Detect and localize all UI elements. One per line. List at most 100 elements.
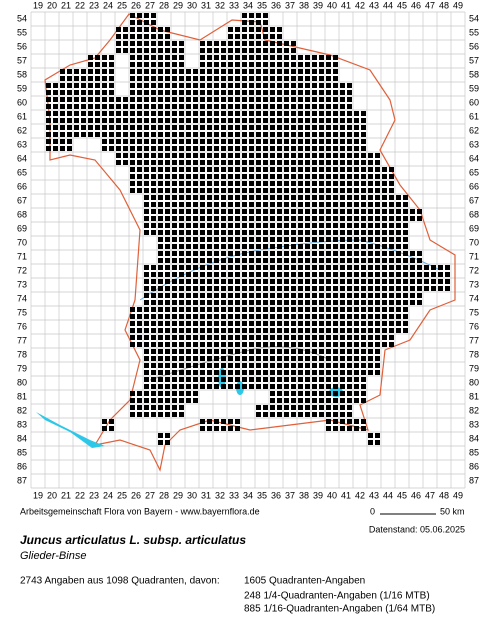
occurrence-square [109, 118, 114, 123]
occurrence-square [319, 258, 324, 263]
occurrence-square [319, 349, 324, 354]
occurrence-square [221, 97, 226, 102]
occurrence-square [249, 55, 254, 60]
occurrence-square [326, 328, 331, 333]
occurrence-square [354, 307, 359, 312]
occurrence-square [263, 405, 268, 410]
occurrence-square [375, 293, 380, 298]
occurrence-square [347, 181, 352, 186]
occurrence-square [235, 377, 240, 382]
occurrence-square [326, 62, 331, 67]
row-label: 85 [469, 447, 479, 457]
occurrence-square [270, 90, 275, 95]
occurrence-square [375, 216, 380, 221]
occurrence-square [137, 104, 142, 109]
occurrence-square [333, 97, 338, 102]
occurrence-square [186, 300, 191, 305]
occurrence-square [207, 293, 212, 298]
occurrence-square [200, 118, 205, 123]
occurrence-square [221, 90, 226, 95]
occurrence-square [354, 174, 359, 179]
occurrence-square [312, 132, 317, 137]
occurrence-square [221, 132, 226, 137]
occurrence-square [165, 41, 170, 46]
occurrence-square [144, 13, 149, 18]
occurrence-square [256, 41, 261, 46]
occurrence-square [382, 223, 387, 228]
occurrence-square [165, 118, 170, 123]
occurrence-square [263, 209, 268, 214]
occurrence-square [389, 328, 394, 333]
occurrence-square [340, 90, 345, 95]
occurrence-square [312, 55, 317, 60]
occurrence-square [214, 419, 219, 424]
occurrence-square [347, 307, 352, 312]
occurrence-square [130, 342, 135, 347]
occurrence-square [389, 293, 394, 298]
occurrence-square [403, 321, 408, 326]
occurrence-square [403, 286, 408, 291]
occurrence-square [88, 111, 93, 116]
occurrence-square [270, 125, 275, 130]
occurrence-square [389, 202, 394, 207]
occurrence-square [242, 41, 247, 46]
occurrence-square [88, 83, 93, 88]
occurrence-square [193, 398, 198, 403]
occurrence-square [312, 265, 317, 270]
occurrence-square [368, 363, 373, 368]
occurrence-square [291, 314, 296, 319]
occurrence-square [298, 279, 303, 284]
occurrence-square [102, 97, 107, 102]
row-label: 84 [469, 433, 479, 443]
occurrence-square [214, 104, 219, 109]
occurrence-square [375, 314, 380, 319]
occurrence-square [312, 258, 317, 263]
occurrence-square [298, 118, 303, 123]
occurrence-square [277, 188, 282, 193]
occurrence-square [235, 384, 240, 389]
occurrence-square [326, 216, 331, 221]
occurrence-square [214, 188, 219, 193]
occurrence-square [291, 202, 296, 207]
occurrence-square [137, 391, 142, 396]
occurrence-square [333, 202, 338, 207]
occurrence-square [172, 307, 177, 312]
occurrence-square [249, 342, 254, 347]
occurrence-square [179, 314, 184, 319]
col-label: 41 [341, 0, 351, 10]
occurrence-square [249, 307, 254, 312]
row-label: 67 [17, 195, 27, 205]
occurrence-square [333, 125, 338, 130]
occurrence-square [214, 314, 219, 319]
occurrence-square [242, 83, 247, 88]
occurrence-square [109, 55, 114, 60]
occurrence-square [305, 265, 310, 270]
occurrence-square [109, 97, 114, 102]
occurrence-square [333, 139, 338, 144]
row-label: 79 [469, 363, 479, 373]
occurrence-square [263, 41, 268, 46]
occurrence-square [312, 300, 317, 305]
occurrence-square [347, 363, 352, 368]
occurrence-square [375, 321, 380, 326]
occurrence-square [270, 237, 275, 242]
occurrence-square [340, 244, 345, 249]
occurrence-square [242, 342, 247, 347]
occurrence-square [284, 111, 289, 116]
occurrence-square [354, 426, 359, 431]
occurrence-square [242, 146, 247, 151]
occurrence-square [368, 433, 373, 438]
occurrence-square [340, 265, 345, 270]
occurrence-square [312, 209, 317, 214]
row-label: 69 [17, 223, 27, 233]
occurrence-square [333, 356, 338, 361]
occurrence-square [172, 314, 177, 319]
occurrence-square [305, 209, 310, 214]
occurrence-square [326, 146, 331, 151]
occurrence-square [249, 300, 254, 305]
occurrence-square [298, 377, 303, 382]
occurrence-square [347, 265, 352, 270]
occurrence-square [95, 69, 100, 74]
occurrence-square [200, 62, 205, 67]
col-label: 30 [187, 490, 197, 500]
